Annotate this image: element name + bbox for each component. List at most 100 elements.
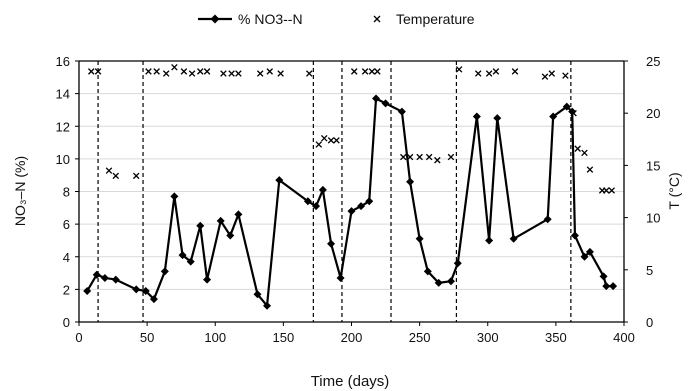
no3-point: [318, 185, 327, 194]
temperature-point: [548, 70, 556, 77]
no3-point: [365, 197, 374, 206]
temperature-point: [400, 153, 407, 161]
temperature-point: [320, 134, 328, 142]
temperature-point: [327, 137, 335, 144]
y-right-tick-label: 15: [646, 158, 660, 173]
temperature-point: [492, 68, 500, 75]
temperature-point: [94, 68, 102, 75]
no3-point: [381, 99, 390, 108]
no3-point: [357, 202, 366, 211]
y-right-tick-label: 10: [646, 211, 660, 226]
x-tick-label: 250: [409, 330, 431, 345]
temperature-point: [541, 73, 549, 80]
temperature-point: [203, 68, 211, 75]
temperature-point: [474, 70, 482, 77]
y-right-tick-label: 0: [646, 315, 653, 330]
no3-point: [132, 285, 141, 294]
y-right-axis-label: T (°C): [666, 172, 682, 209]
no3-point: [580, 252, 589, 261]
no3-point: [83, 287, 92, 296]
temperature-point: [608, 187, 615, 194]
no3-point: [585, 247, 594, 256]
no3-point: [493, 114, 502, 123]
temperature-point: [368, 68, 376, 75]
y-left-tick-label: 6: [63, 217, 70, 232]
temperature-point: [586, 166, 594, 173]
y-left-tick-label: 10: [56, 152, 70, 167]
no3-point: [196, 221, 205, 230]
temperature-point: [581, 149, 588, 157]
y-left-tick-label: 14: [56, 87, 70, 102]
temperature-point: [235, 70, 242, 77]
temperature-point: [447, 153, 455, 161]
x-axis-ticks: 0 50 100 150 200 250 300 350 400: [75, 322, 635, 345]
temperature-point: [570, 109, 577, 117]
x-tick-label: 200: [341, 330, 363, 345]
no3-point: [609, 282, 618, 291]
temperature-point: [180, 68, 188, 75]
temperature-point: [256, 70, 264, 77]
no3-point: [347, 207, 356, 216]
no3-point: [397, 107, 406, 116]
temperature-point: [574, 145, 581, 152]
y-right-tick-label: 25: [646, 54, 660, 69]
x-tick-label: 300: [477, 330, 499, 345]
no3-point: [549, 112, 558, 121]
no3-point: [415, 234, 424, 243]
no3-point: [570, 231, 579, 240]
legend-no3-label: % NO3--N: [238, 11, 303, 27]
no3-point: [100, 273, 109, 282]
temperature-point: [220, 70, 227, 77]
y-left-tick-label: 16: [56, 54, 70, 69]
temperature-point: [425, 153, 433, 161]
temperature-point: [171, 64, 178, 71]
y-left-tick-label: 4: [63, 250, 70, 265]
legend-temperature-marker: [373, 15, 381, 23]
legend-temperature-label: Temperature: [396, 11, 475, 27]
no3-point: [406, 177, 415, 186]
no3-point: [275, 176, 284, 185]
temperature-point: [603, 187, 610, 194]
x-tick-label: 350: [545, 330, 567, 345]
no3-point: [203, 275, 212, 284]
y-left-axis-ticks: 0 2 4 6 8 10 12 14 16: [56, 54, 79, 330]
no3-point: [263, 301, 272, 310]
no3-point: [303, 197, 312, 206]
temperature-point: [485, 70, 493, 77]
y-right-axis-ticks: 0 5 10 15 20 25: [624, 54, 660, 330]
no3-point: [170, 192, 179, 201]
no3-point: [434, 278, 443, 287]
series-no3: [83, 94, 618, 310]
no3-point: [253, 290, 262, 299]
no3-point: [472, 112, 481, 121]
no3-point: [446, 277, 455, 286]
y-left-tick-label: 0: [63, 315, 70, 330]
no3-point: [178, 251, 187, 260]
temperature-point: [374, 68, 381, 75]
temperature-point: [112, 172, 120, 180]
no3-point: [312, 202, 321, 211]
temperature-point: [228, 70, 235, 77]
temperature-point: [333, 137, 340, 144]
y-left-axis-label: NO₃–N (%): [12, 156, 28, 226]
no3-series-line: [86, 97, 614, 307]
temperature-point: [277, 70, 284, 77]
temperature-point: [434, 156, 441, 164]
temperature-point: [406, 153, 414, 161]
no3-point: [423, 267, 432, 276]
no3-point: [543, 215, 552, 224]
y-left-tick-label: 2: [63, 282, 70, 297]
temperature-point: [145, 68, 152, 75]
x-tick-label: 50: [140, 330, 154, 345]
no3-point: [149, 295, 158, 304]
x-tick-label: 400: [613, 330, 635, 345]
no3-point: [453, 259, 462, 268]
temperature-point: [511, 68, 519, 75]
temperature-point: [562, 72, 569, 79]
x-tick-label: 100: [204, 330, 226, 345]
y-right-tick-label: 5: [646, 263, 653, 278]
no3-point: [234, 210, 243, 219]
no3-point: [226, 231, 235, 240]
temperature-point: [188, 70, 196, 77]
